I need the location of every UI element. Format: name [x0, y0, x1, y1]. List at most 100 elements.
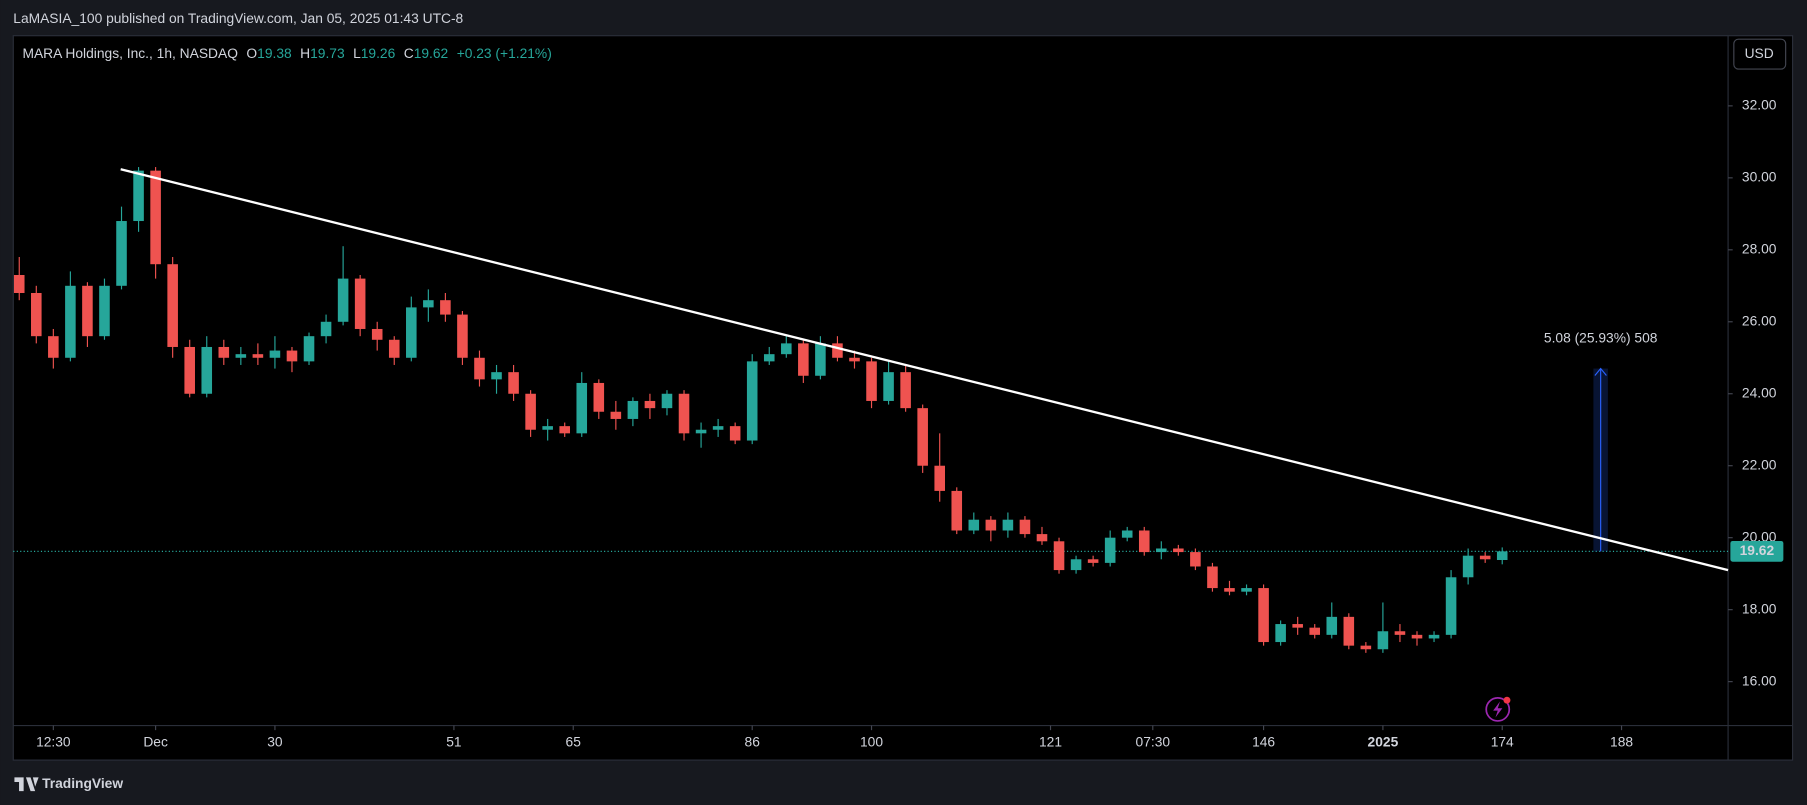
candle-body	[320, 321, 332, 337]
candle-body	[1275, 624, 1286, 643]
candle-body	[252, 354, 264, 358]
candle-body	[303, 336, 315, 362]
candle-body	[1479, 555, 1491, 560]
candle-body	[184, 346, 195, 394]
candle-body	[678, 393, 690, 434]
candle-body	[781, 343, 792, 355]
candle-body	[1224, 588, 1235, 592]
candle-body	[269, 350, 281, 358]
candle-body	[491, 372, 502, 380]
candle-body	[1190, 552, 1201, 567]
candle-body	[150, 170, 161, 265]
legend-label: L	[353, 45, 361, 61]
candle-body	[371, 328, 383, 340]
candle-body	[1002, 519, 1014, 531]
price-label-box	[1730, 541, 1784, 562]
candle-body	[235, 354, 247, 358]
candle-body	[866, 361, 877, 401]
x-tick-label: 30	[267, 733, 283, 749]
alert-bolt[interactable]	[1493, 701, 1503, 718]
candle-body	[1496, 551, 1508, 561]
candle-body	[1343, 616, 1355, 646]
candle-body	[13, 275, 25, 293]
candle-body	[388, 339, 400, 358]
price-label: 19.62	[1740, 542, 1775, 558]
candle-body	[934, 465, 945, 491]
candle-body	[99, 285, 110, 337]
legend-label: O	[246, 45, 257, 61]
legend-value: 19.26	[361, 45, 396, 61]
candle-body	[1428, 634, 1440, 639]
candle-body	[610, 411, 622, 419]
candle-body	[849, 357, 860, 362]
candle-body	[1377, 631, 1389, 650]
candle-body	[1309, 627, 1321, 635]
brand: TradingView	[42, 775, 123, 791]
y-tick-label: 18.00	[1742, 600, 1777, 616]
candle-body	[1104, 537, 1116, 563]
candle-body	[1053, 541, 1065, 571]
x-tick-label: 2025	[1368, 733, 1399, 749]
y-tick-label: 28.00	[1742, 240, 1777, 256]
candle-body	[1121, 530, 1133, 538]
legend-value: 19.73	[310, 45, 345, 61]
candle-body	[286, 350, 298, 362]
candle-body	[218, 346, 230, 358]
candle-body	[542, 426, 553, 430]
legend: MARA Holdings, Inc., 1h, NASDAQ O19.38 H…	[22, 45, 551, 61]
candle-body	[354, 278, 366, 329]
candle-body	[1241, 588, 1252, 592]
candle-body	[1258, 588, 1269, 643]
y-tick-label: 16.00	[1742, 672, 1777, 688]
measure-arrow-head	[1594, 367, 1607, 376]
candle-body	[1173, 548, 1184, 553]
candle-body	[1394, 631, 1406, 635]
candle-body	[627, 400, 639, 419]
legend-label: C	[404, 45, 414, 61]
symbol-name: MARA Holdings, Inc., 1h, NASDAQ	[22, 45, 238, 61]
currency-button[interactable]	[1733, 38, 1787, 70]
candle-body	[1070, 559, 1082, 571]
candle-body	[1087, 559, 1099, 563]
candle-body	[559, 426, 570, 434]
currency-label[interactable]: USD	[1745, 45, 1774, 61]
candle-body	[1019, 519, 1031, 535]
candle-body	[1411, 634, 1423, 639]
candle-body	[917, 408, 928, 466]
candle-body	[1156, 548, 1167, 553]
alert-circle[interactable]	[1485, 697, 1511, 722]
logo-mark	[14, 777, 39, 792]
x-tick-label: 188	[1610, 733, 1633, 749]
candle-body	[951, 490, 963, 531]
candle-body	[167, 264, 178, 347]
candle-body	[576, 382, 588, 434]
alert-icon[interactable]	[1485, 696, 1511, 722]
y-tick-label: 20.00	[1742, 528, 1777, 544]
candle-body	[1360, 645, 1372, 650]
candle-body	[644, 400, 656, 409]
legend-change: +0.23 (+1.21%)	[457, 45, 552, 61]
candle-body	[201, 346, 213, 394]
candle-body	[82, 285, 93, 337]
y-tick-label: 24.00	[1742, 384, 1777, 400]
candle-body	[593, 382, 605, 412]
candle-body	[337, 278, 349, 322]
x-tick-label: 65	[566, 733, 582, 749]
candle-body	[406, 307, 417, 358]
candle-body	[1036, 534, 1048, 542]
candle-body	[763, 354, 775, 362]
candle-body	[1292, 624, 1303, 628]
candle-body	[474, 357, 485, 380]
candle-body	[883, 372, 894, 401]
alert-dot[interactable]	[1503, 696, 1511, 704]
candle-body	[729, 426, 741, 441]
candle-body	[508, 372, 519, 394]
candle-body	[712, 426, 724, 430]
candle-body	[832, 343, 843, 358]
candle-body	[1138, 530, 1150, 553]
candle-body	[116, 221, 127, 286]
x-tick-label: 146	[1252, 733, 1275, 749]
legend-label: H	[300, 45, 310, 61]
y-tick-label: 26.00	[1742, 312, 1777, 328]
